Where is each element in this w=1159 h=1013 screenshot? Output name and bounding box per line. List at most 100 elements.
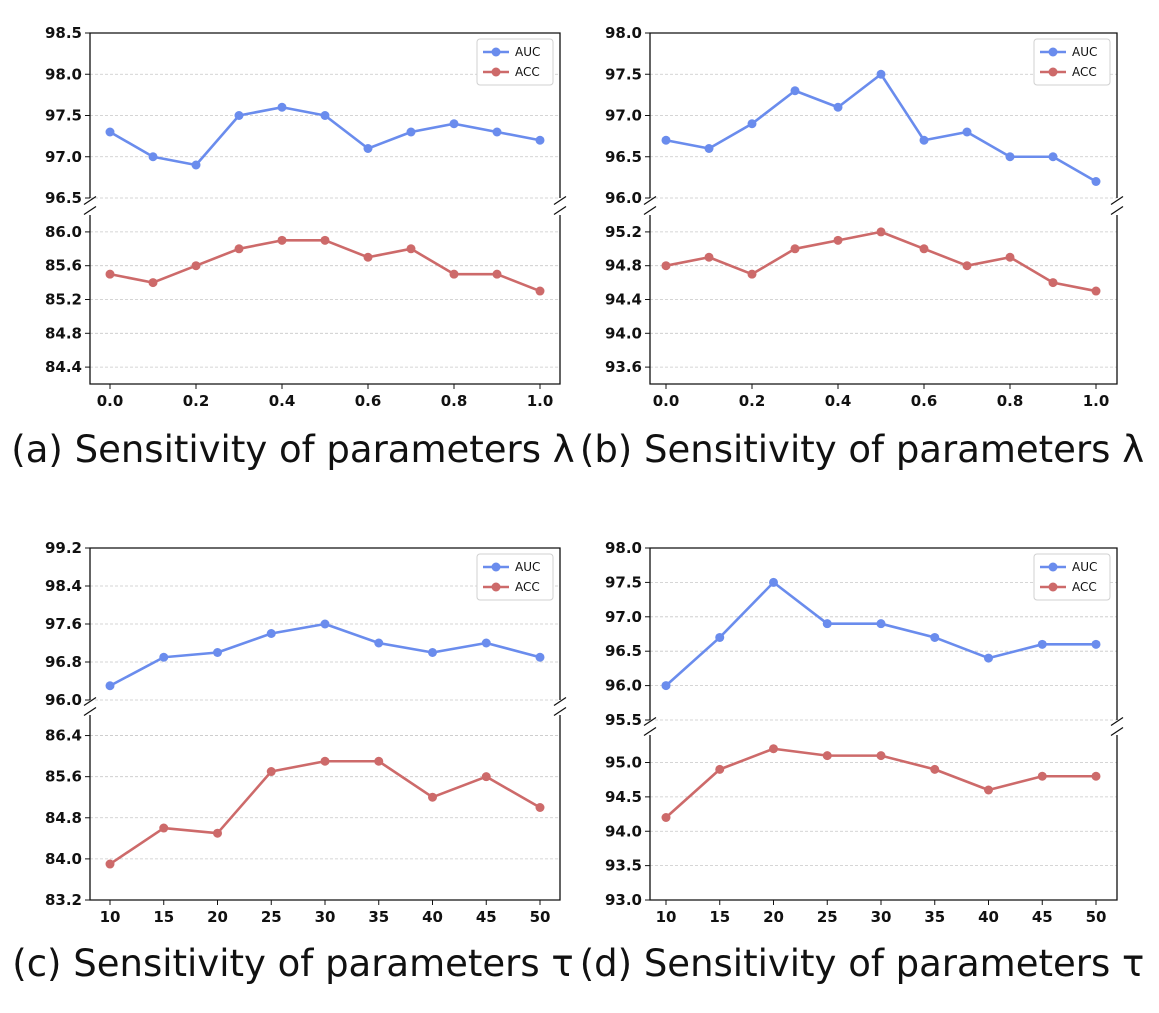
x-tick-label: 10: [100, 908, 121, 926]
data-point-auc: [320, 111, 330, 120]
y-tick-label: 85.2: [45, 291, 82, 309]
data-point-auc: [661, 135, 671, 145]
data-point-auc: [449, 119, 459, 129]
data-point-acc: [105, 269, 115, 279]
y-tick-label: 97.0: [45, 148, 82, 166]
data-point-auc: [930, 632, 940, 642]
data-point-auc: [833, 102, 843, 112]
y-tick-label: 97.5: [605, 573, 642, 591]
data-point-auc: [234, 111, 244, 120]
x-tick-label: 10: [656, 908, 677, 926]
data-point-acc: [428, 792, 437, 802]
x-tick-label: 40: [422, 908, 443, 926]
y-tick-label: 98.5: [45, 24, 82, 42]
axis-break-mark: [553, 707, 567, 716]
data-point-acc: [481, 772, 491, 782]
x-tick-label: 0.2: [183, 392, 210, 410]
y-tick-label: 94.0: [605, 822, 642, 840]
data-point-auc: [277, 102, 287, 112]
x-tick-label: 35: [924, 908, 945, 926]
x-tick-label: 30: [871, 908, 892, 926]
data-point-auc: [715, 632, 725, 642]
subfigure-caption: (d) Sensitivity of parameters τ: [580, 942, 1145, 985]
y-tick-label: 85.6: [45, 257, 82, 275]
axis-break-mark: [553, 697, 567, 706]
data-point-acc: [191, 261, 201, 271]
data-point-acc: [661, 813, 671, 822]
legend-label: AUC: [515, 45, 540, 59]
y-tick-label: 97.0: [605, 107, 642, 125]
axis-break-mark: [1110, 206, 1124, 215]
legend-swatch-marker: [491, 67, 501, 77]
data-point-acc: [148, 278, 158, 288]
chart-panel-c: 96.0 96.8 97.6 98.4 99.2 83.2 84.0 84.8 85.6 86.4…: [12, 539, 573, 985]
x-tick-label: 20: [207, 908, 228, 926]
data-point-acc: [1048, 278, 1058, 288]
data-point-acc: [320, 756, 330, 766]
data-point-acc: [1005, 252, 1015, 262]
data-point-acc: [535, 286, 545, 296]
y-tick-label: 85.6: [45, 768, 82, 786]
data-point-acc: [790, 244, 800, 254]
data-point-auc: [876, 619, 886, 629]
data-point-acc: [747, 269, 757, 279]
axes-frame-top: [89, 32, 561, 198]
data-point-acc: [320, 235, 330, 245]
data-point-auc: [822, 619, 832, 629]
series-line-auc: [665, 581, 1096, 687]
series-line-auc: [665, 72, 1097, 183]
y-tick-label: 84.4: [45, 358, 82, 376]
subfigure-caption: (a) Sensitivity of parameters λ: [11, 428, 574, 471]
data-point-acc: [984, 785, 993, 795]
y-tick-label: 96.8: [45, 653, 82, 671]
axis-break-mark: [553, 196, 567, 205]
y-tick-label: 99.2: [45, 539, 82, 557]
chart-panel-a: 96.5 97.0 97.5 98.0 98.5 84.4 84.8 85.2 85.6 86.0…: [11, 24, 574, 471]
legend-label: ACC: [515, 65, 540, 79]
data-point-auc: [535, 652, 545, 662]
legend: AUC ACC: [476, 38, 554, 86]
axes-frame-bottom: [89, 215, 561, 385]
data-point-acc: [213, 828, 222, 838]
y-tick-label: 84.0: [45, 850, 82, 868]
y-tick-label: 86.0: [45, 223, 82, 241]
series-line-acc: [665, 230, 1097, 293]
data-point-acc: [535, 803, 545, 812]
data-point-auc: [320, 619, 330, 629]
data-point-acc: [266, 767, 276, 777]
legend: AUC ACC: [476, 553, 554, 601]
data-point-acc: [374, 756, 384, 766]
axis-break-mark: [643, 196, 657, 205]
axis-break-mark: [83, 196, 97, 205]
data-point-auc: [769, 577, 778, 587]
y-tick-label: 96.0: [605, 677, 642, 695]
data-point-auc: [159, 652, 169, 662]
y-tick-label: 94.4: [605, 291, 642, 309]
data-point-auc: [213, 648, 222, 657]
data-point-auc: [105, 681, 115, 691]
legend-label: ACC: [515, 580, 540, 594]
legend-label: AUC: [515, 560, 540, 574]
data-point-auc: [876, 69, 886, 79]
data-point-auc: [492, 127, 502, 137]
x-tick-label: 45: [476, 908, 497, 926]
data-point-auc: [148, 152, 158, 162]
axes-frame-bottom: [649, 215, 1118, 385]
data-point-auc: [428, 648, 437, 657]
chart-panel-b: 96.0 96.5 97.0 97.5 98.0 93.6 94.0 94.4 94.8 95.2…: [580, 24, 1144, 471]
y-tick-label: 95.5: [605, 711, 642, 729]
y-tick-label: 97.6: [45, 615, 82, 633]
legend: AUC ACC: [1033, 553, 1111, 601]
x-tick-label: 0.4: [269, 392, 296, 410]
data-point-acc: [930, 764, 940, 774]
y-tick-label: 96.5: [605, 642, 642, 660]
data-point-acc: [1091, 771, 1101, 781]
y-tick-label: 98.0: [45, 65, 82, 83]
data-point-acc: [1091, 286, 1101, 296]
legend-swatch-marker: [1048, 67, 1058, 77]
x-tick-label: 0.6: [911, 392, 938, 410]
chart-panel-d: 95.5 96.0 96.5 97.0 97.5 98.0 93.0 93.5 94.0 94.5…: [580, 539, 1145, 985]
y-tick-label: 94.8: [605, 257, 642, 275]
y-tick-label: 96.5: [45, 189, 82, 207]
axes-frame-top: [649, 547, 1118, 720]
